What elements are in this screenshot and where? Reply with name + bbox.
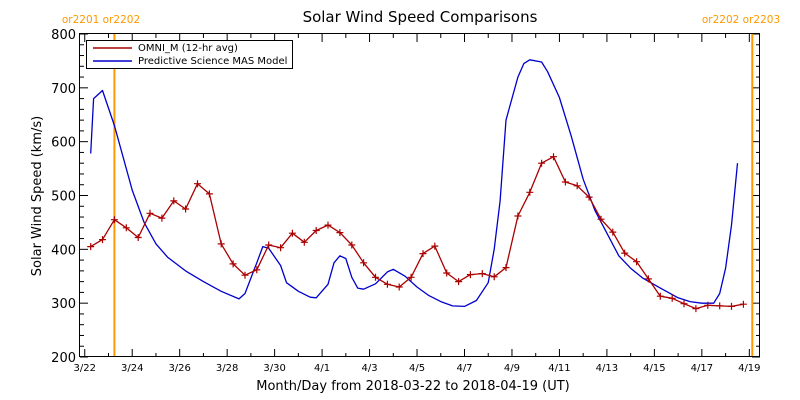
y-tick-label: 300 [51,297,76,312]
x-tick-label: 4/15 [643,363,665,374]
omni-data-point [478,270,486,278]
omni-data-point [466,271,474,279]
legend: OMNI_M (12-hr avg) Predictive Science MA… [86,40,293,69]
omni-data-point [383,280,391,288]
omni-data-point [490,273,498,281]
omni-data-point [360,259,368,267]
omni-data-point [585,193,593,201]
omni-data-point [158,214,166,222]
omni-data-point [561,178,569,186]
x-tick-label: 3/26 [168,363,190,374]
omni-data-point [728,302,735,310]
omni-data-point [395,283,403,291]
omni-data-point [324,221,332,229]
x-tick-label: 4/19 [738,363,760,374]
x-tick-label: 4/17 [691,363,713,374]
x-tick-label: 3/28 [216,363,238,374]
omni-data-point [170,197,178,205]
x-tick-label: 4/5 [409,363,425,374]
carrington-label-end: or2202 or2203 [702,14,780,26]
x-axis-title: Month/Day from 2018-03-22 to 2018-04-19 … [256,379,569,394]
omni-data-point [194,180,201,188]
x-tick-label: 4/11 [548,363,570,374]
omni-data-point [407,273,415,281]
x-tick-label: 3/30 [263,363,285,374]
omni-data-point [312,227,320,234]
omni-data-point [633,258,641,266]
omni-data-point [526,188,534,196]
omni-data-point [621,249,629,257]
omni-data-point [99,236,106,244]
omni-data-point [644,275,652,283]
x-tick-label: 4/7 [456,363,472,374]
omni-data-point [134,234,142,241]
omni-data-point [419,250,427,258]
y-tick-label: 400 [51,243,76,258]
plot-frame [79,33,760,357]
omni-data-point [704,301,712,309]
y-tick-label: 800 [51,28,76,43]
omni-series-line [90,156,744,310]
omni-data-point [455,278,463,286]
omni-data-point [229,260,237,268]
omni-data-point [146,209,154,217]
omni-data-point [538,159,546,167]
y-axis-title: Solar Wind Speed (km/s) [30,116,45,276]
legend-box [86,40,293,69]
omni-data-point [668,294,676,302]
omni-data-point [336,229,344,237]
omni-data-point [680,300,688,308]
plot-area: 200 300 400 500 600 700 800 3/22 3/24 3/26 3/28 3/3… [51,28,760,374]
omni-data-point [550,153,557,161]
omni-data-point [514,212,522,220]
legend-label-omni: OMNI_M (12-hr avg) [138,43,238,54]
x-tick-label: 3/22 [74,363,96,374]
omni-data-point [182,205,190,213]
carrington-label-start: or2201 or2202 [62,14,140,26]
y-tick-label: 500 [51,190,76,205]
omni-data-point [656,292,664,300]
omni-data-point [205,190,213,198]
y-tick-label: 600 [51,136,76,151]
x-tick-label: 4/3 [362,363,378,374]
omni-data-point [372,273,379,281]
x-tick-label: 4/13 [596,363,618,374]
omni-data-point [122,224,130,232]
omni-data-point [265,241,273,249]
omni-data-point [288,229,296,237]
omni-data-point [716,302,724,310]
omni-data-point [597,215,605,223]
omni-data-point [253,266,261,274]
omni-data-point [241,271,249,279]
omni-data-point [502,264,510,272]
omni-data-point [87,243,95,251]
omni-data-point [348,241,356,249]
y-tick-label: 200 [51,351,76,366]
x-tick-label: 3/24 [121,363,143,374]
omni-data-point [277,244,285,252]
mas-model-series-line [90,59,739,308]
omni-data-point [739,300,747,308]
omni-data-point [217,240,225,248]
omni-data-point [300,238,308,246]
x-tick-label: 4/9 [504,363,520,374]
chart-title: Solar Wind Speed Comparisons [303,8,538,26]
legend-label-mas: Predictive Science MAS Model [138,56,287,67]
y-tick-label: 700 [51,82,76,97]
omni-data-point [573,182,581,190]
omni-data-point [609,228,617,236]
x-tick-label: 4/1 [314,363,330,374]
omni-data-point [692,305,700,313]
omni-data-point [443,269,451,277]
omni-data-point [431,242,439,250]
omni-data-point [110,216,118,224]
